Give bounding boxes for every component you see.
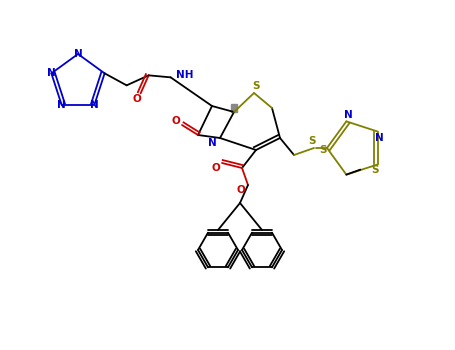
Text: N: N (90, 100, 99, 110)
Text: S: S (319, 145, 327, 155)
Text: O: O (172, 116, 180, 126)
Text: O: O (132, 94, 141, 104)
FancyArrow shape (231, 104, 237, 112)
Text: S: S (371, 166, 379, 175)
Text: NH: NH (176, 70, 193, 80)
Text: N: N (47, 68, 56, 78)
Text: O: O (237, 185, 245, 195)
Text: N: N (344, 110, 353, 120)
Text: N: N (57, 100, 66, 110)
Text: N: N (207, 138, 217, 148)
Text: N: N (375, 133, 384, 142)
Text: S: S (252, 81, 260, 91)
Text: O: O (212, 163, 220, 173)
Text: N: N (74, 49, 82, 59)
Text: S: S (308, 136, 316, 146)
